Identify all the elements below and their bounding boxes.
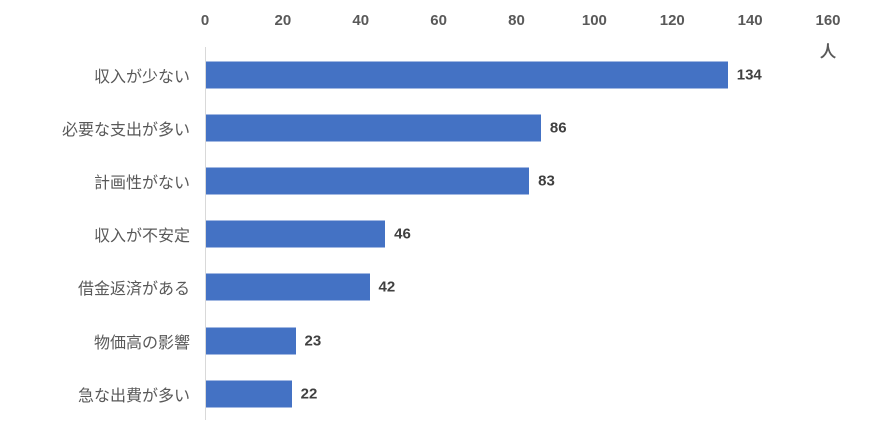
bar: [206, 327, 296, 354]
x-axis-tick: 60: [430, 12, 447, 29]
x-axis-tick: 0: [200, 12, 210, 29]
bar: [206, 167, 530, 195]
x-axis-tick: 140: [737, 12, 763, 29]
chart-row: 物価高の影響 23: [0, 314, 870, 367]
bar: [206, 273, 370, 301]
chart-row: 必要な支出が多い 86: [0, 101, 870, 154]
category-label: 物価高の影響: [93, 334, 190, 352]
category-label: 収入が不安定: [93, 228, 190, 246]
category-label: 急な出費が多い: [77, 387, 190, 405]
chart-row: 収入が少ない 134: [0, 48, 870, 101]
bar: [206, 61, 728, 88]
value-label: 86: [549, 119, 567, 137]
chart-row: 収入が不安定 46: [0, 208, 870, 261]
category-label: 必要な支出が多い: [61, 121, 190, 139]
x-axis-tick: 40: [352, 12, 370, 29]
x-axis-tick: 160: [815, 12, 841, 29]
value-label: 83: [538, 172, 555, 190]
value-label: 23: [304, 332, 322, 349]
x-axis-tick: 20: [274, 12, 292, 29]
category-label: 計画性がない: [93, 174, 190, 192]
x-axis-tick: 80: [508, 12, 525, 29]
category-label: 収入が少ない: [93, 68, 190, 86]
chart-row: 急な出費が多い 22: [0, 367, 870, 420]
category-label: 借金返済がある: [77, 281, 190, 299]
bar: [206, 114, 541, 142]
chart-row: 借金返済がある 42: [0, 261, 870, 314]
bar: [206, 220, 386, 248]
chart-row: 計画性がない 83: [0, 154, 870, 207]
y-axis-line: [205, 47, 206, 420]
value-label: 22: [300, 385, 318, 403]
x-axis-tick: 100: [581, 12, 607, 29]
value-label: 134: [736, 66, 762, 83]
value-label: 46: [394, 225, 411, 243]
bar: [206, 380, 292, 408]
axis-unit-label: 人: [819, 44, 836, 61]
x-axis-tick: 120: [659, 12, 685, 29]
value-label: 42: [378, 278, 396, 296]
